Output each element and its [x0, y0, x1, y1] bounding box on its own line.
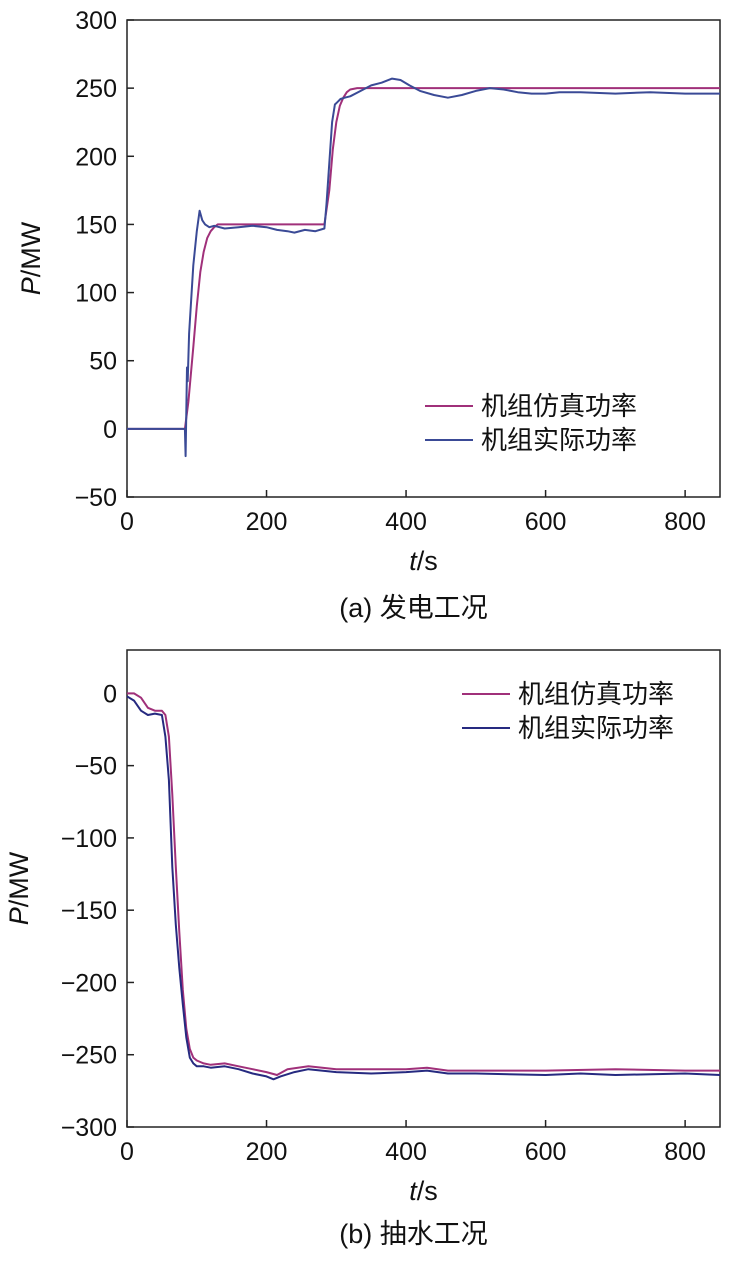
series-line-actual — [126, 695, 721, 1081]
x-tick-label: 0 — [120, 508, 134, 536]
x-tick-label: 400 — [385, 508, 427, 536]
x-tick-label: 400 — [385, 1138, 427, 1166]
chart-panel-1: 0 200 400 600 800−50050100150200250300机组仿真功率… — [16, 7, 721, 623]
y-tick-label: 100 — [75, 280, 117, 308]
legend-label: 机组实际功率 — [481, 426, 637, 456]
y-tick-label: −300 — [61, 1114, 117, 1142]
y-tick-label: −100 — [61, 825, 117, 853]
y-tick-label: 50 — [89, 348, 117, 376]
x-axis-label: t/s — [409, 546, 438, 576]
series-line-actual — [127, 77, 720, 458]
x-tick-label: 200 — [246, 1138, 288, 1166]
series-line-simulated — [127, 87, 720, 430]
x-tick-label: 200 — [246, 508, 288, 536]
plot-frame — [126, 649, 721, 1128]
y-tick-label: −150 — [61, 897, 117, 925]
y-tick-label: −50 — [75, 753, 117, 781]
x-axis-label: t/s — [409, 1176, 438, 1206]
x-tick-label: 0 — [120, 1138, 134, 1166]
y-tick-label: 200 — [75, 143, 117, 171]
panel-caption: (a) 发电工况 — [339, 593, 488, 623]
x-tick-label: 600 — [525, 1138, 567, 1166]
y-tick-label: −50 — [75, 484, 117, 512]
y-axis-label: P/MW — [16, 221, 46, 295]
y-tick-label: −200 — [61, 969, 117, 997]
x-tick-label: 800 — [664, 508, 706, 536]
legend-label: 机组仿真功率 — [518, 680, 674, 710]
y-tick-label: 0 — [103, 680, 117, 708]
x-tick-label: 600 — [525, 508, 567, 536]
legend-label: 机组实际功率 — [518, 714, 674, 744]
panel-caption: (b) 抽水工况 — [339, 1219, 488, 1249]
chart-panel-2: 0 200 400 600 800 −300 −250 −200 −150 −100 −50 0 机组仿… — [4, 649, 721, 1249]
y-tick-label: −250 — [61, 1042, 117, 1070]
y-tick-label: 300 — [75, 7, 117, 35]
y-tick-label: 0 — [103, 416, 117, 444]
y-axis-label: P/MW — [4, 851, 34, 925]
y-tick-label: 250 — [75, 75, 117, 103]
legend-label: 机组仿真功率 — [481, 392, 637, 422]
plot-frame — [126, 19, 721, 498]
series-line-simulated — [127, 692, 720, 1076]
x-tick-label: 800 — [664, 1138, 706, 1166]
y-tick-label: 150 — [75, 211, 117, 239]
